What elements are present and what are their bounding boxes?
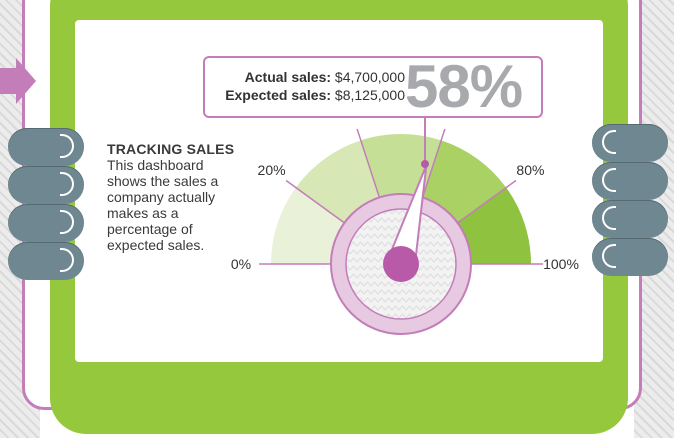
description-line: shows the sales a bbox=[107, 173, 219, 189]
needle-hub bbox=[383, 246, 419, 282]
gauge-tick-line bbox=[421, 128, 446, 198]
actual-sales-value: $4,700,000 bbox=[334, 69, 405, 85]
description-title: TRACKING SALES bbox=[107, 141, 235, 157]
binder-clip-icon bbox=[592, 200, 668, 238]
gauge-segment bbox=[457, 187, 531, 264]
sales-percentage: 58% bbox=[405, 53, 523, 120]
binder-clip-icon bbox=[8, 166, 84, 204]
binder-clip-icon bbox=[592, 124, 668, 162]
expected-sales-value: $8,125,000 bbox=[334, 87, 405, 103]
binder-clip-icon bbox=[592, 162, 668, 200]
gauge-tick-label: 0% bbox=[231, 256, 251, 272]
description-line: company actually bbox=[107, 189, 216, 205]
binder-clip-icon bbox=[8, 242, 84, 280]
description-line: makes as a bbox=[107, 205, 179, 221]
gauge-tick-line bbox=[457, 179, 517, 224]
gauge-segment bbox=[271, 187, 345, 264]
gauge-tick-line bbox=[356, 128, 381, 198]
binder-clip-icon bbox=[592, 238, 668, 276]
gauge-tick-label: 100% bbox=[543, 256, 579, 272]
description: TRACKING SALES This dashboard shows the … bbox=[107, 141, 257, 253]
binder-clip-icon bbox=[8, 128, 84, 166]
sales-callout: Actual sales: $4,700,000 Expected sales:… bbox=[203, 53, 543, 120]
needle-tip-dot bbox=[421, 160, 429, 168]
gauge-inner-line bbox=[345, 208, 457, 320]
arrow-right-icon bbox=[0, 58, 36, 104]
gauge-tick-label: 20% bbox=[258, 162, 286, 178]
gauge-tick-line bbox=[285, 179, 345, 224]
gauge-ring-line bbox=[330, 193, 472, 335]
gauge-tick-label: 80% bbox=[516, 162, 544, 178]
description-line: expected sales. bbox=[107, 237, 205, 253]
expected-sales-label: Expected sales: bbox=[225, 87, 332, 103]
binder-clip-icon bbox=[8, 204, 84, 242]
actual-sales-label: Actual sales: bbox=[244, 69, 332, 85]
description-line: This dashboard bbox=[107, 157, 204, 173]
description-line: percentage of bbox=[107, 221, 193, 237]
